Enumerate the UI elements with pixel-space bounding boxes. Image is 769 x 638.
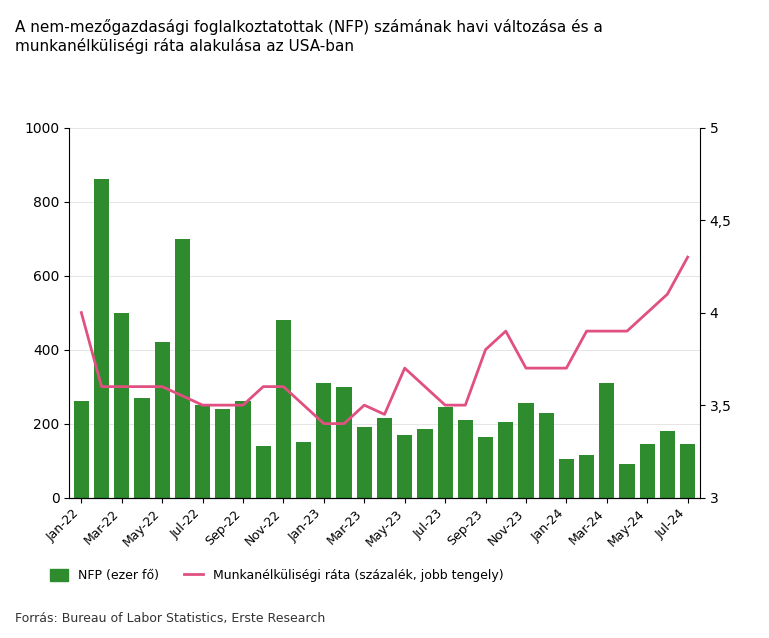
Bar bbox=[478, 436, 493, 498]
Bar bbox=[94, 179, 109, 498]
Bar bbox=[377, 418, 392, 498]
Bar bbox=[175, 239, 190, 498]
Bar bbox=[276, 320, 291, 498]
Bar bbox=[538, 413, 554, 498]
Bar bbox=[498, 422, 514, 498]
Text: A nem-mezőgazdasági foglalkoztatottak (NFP) számának havi változása és a
munkané: A nem-mezőgazdasági foglalkoztatottak (N… bbox=[15, 19, 603, 54]
Bar bbox=[195, 405, 210, 498]
Bar bbox=[357, 427, 372, 498]
Bar bbox=[438, 407, 453, 498]
Bar bbox=[215, 409, 231, 498]
Bar bbox=[255, 446, 271, 498]
Legend: NFP (ezer fő), Munkanélküliségi ráta (százalék, jobb tengely): NFP (ezer fő), Munkanélküliségi ráta (sz… bbox=[45, 564, 509, 587]
Bar bbox=[418, 429, 432, 498]
Bar bbox=[579, 455, 594, 498]
Bar bbox=[337, 387, 351, 498]
Bar bbox=[680, 444, 695, 498]
Bar bbox=[620, 464, 634, 498]
Bar bbox=[458, 420, 473, 498]
Bar bbox=[135, 397, 149, 498]
Bar bbox=[660, 431, 675, 498]
Text: Forrás: Bureau of Labor Statistics, Erste Research: Forrás: Bureau of Labor Statistics, Erst… bbox=[15, 612, 325, 625]
Bar bbox=[316, 383, 331, 498]
Bar bbox=[74, 401, 89, 498]
Bar bbox=[518, 403, 534, 498]
Bar bbox=[114, 313, 129, 498]
Bar bbox=[397, 434, 412, 498]
Bar bbox=[559, 459, 574, 498]
Bar bbox=[640, 444, 655, 498]
Bar bbox=[155, 342, 170, 498]
Bar bbox=[296, 442, 311, 498]
Bar bbox=[599, 383, 614, 498]
Bar bbox=[235, 401, 251, 498]
